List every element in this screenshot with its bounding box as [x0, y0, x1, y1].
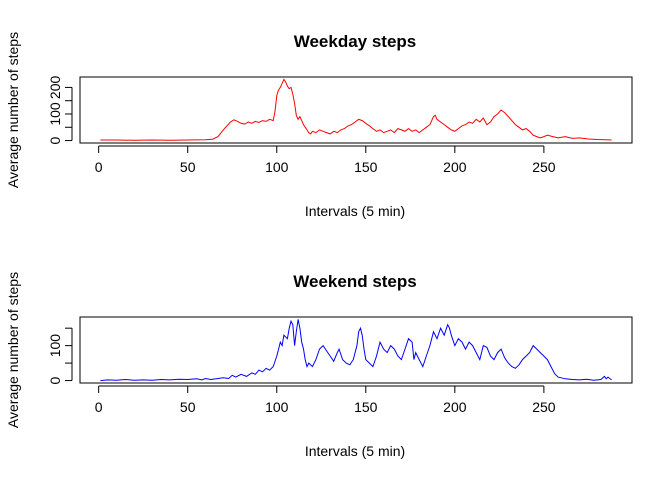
weekday-x-tick-label: 50: [180, 159, 196, 175]
weekday-panel: Weekday steps 0 50 100 150 200 250 0 100 200 In…: [5, 32, 633, 219]
weekday-x-label: Intervals (5 min): [305, 203, 405, 219]
weekday-x-tick-label: 200: [443, 159, 467, 175]
weekday-y-tick-label: 100: [47, 102, 63, 126]
weekend-x-tick-label: 100: [265, 399, 289, 415]
weekend-x-tick-label: 0: [95, 399, 103, 415]
weekend-plot-box: [79, 316, 633, 384]
weekday-y-label: Average number of steps: [5, 32, 21, 188]
weekend-x-tick-label: 200: [443, 399, 467, 415]
weekday-y-tick-label: 0: [47, 136, 63, 144]
weekday-y-axis: 0 100 200: [47, 76, 73, 144]
weekend-x-tick-label: 150: [354, 399, 378, 415]
weekend-series-line: [100, 319, 612, 382]
weekday-x-tick-label: 100: [265, 159, 289, 175]
weekend-y-tick-label: 100: [47, 334, 63, 358]
weekend-title: Weekend steps: [293, 272, 416, 291]
weekday-series-line: [100, 78, 612, 141]
weekend-x-tick-label: 50: [180, 399, 196, 415]
weekend-y-axis: 0 100: [47, 327, 73, 384]
weekday-x-tick-label: 250: [532, 159, 556, 175]
weekend-panel: Weekend steps 0 50 100 150 200 250 0 100 Inter…: [5, 272, 633, 459]
weekend-y-label: Average number of steps: [5, 272, 21, 428]
weekend-x-label: Intervals (5 min): [305, 443, 405, 459]
weekday-y-tick-label: 200: [47, 76, 63, 100]
weekday-x-axis: 0 50 100 150 200 250: [95, 145, 556, 175]
weekday-title: Weekday steps: [294, 32, 417, 51]
weekend-x-axis: 0 50 100 150 200 250: [95, 385, 556, 415]
weekday-x-tick-label: 0: [95, 159, 103, 175]
weekend-x-tick-label: 250: [532, 399, 556, 415]
weekday-x-tick-label: 150: [354, 159, 378, 175]
weekend-y-tick-label: 0: [47, 376, 63, 384]
weekday-plot-box: [79, 76, 633, 144]
